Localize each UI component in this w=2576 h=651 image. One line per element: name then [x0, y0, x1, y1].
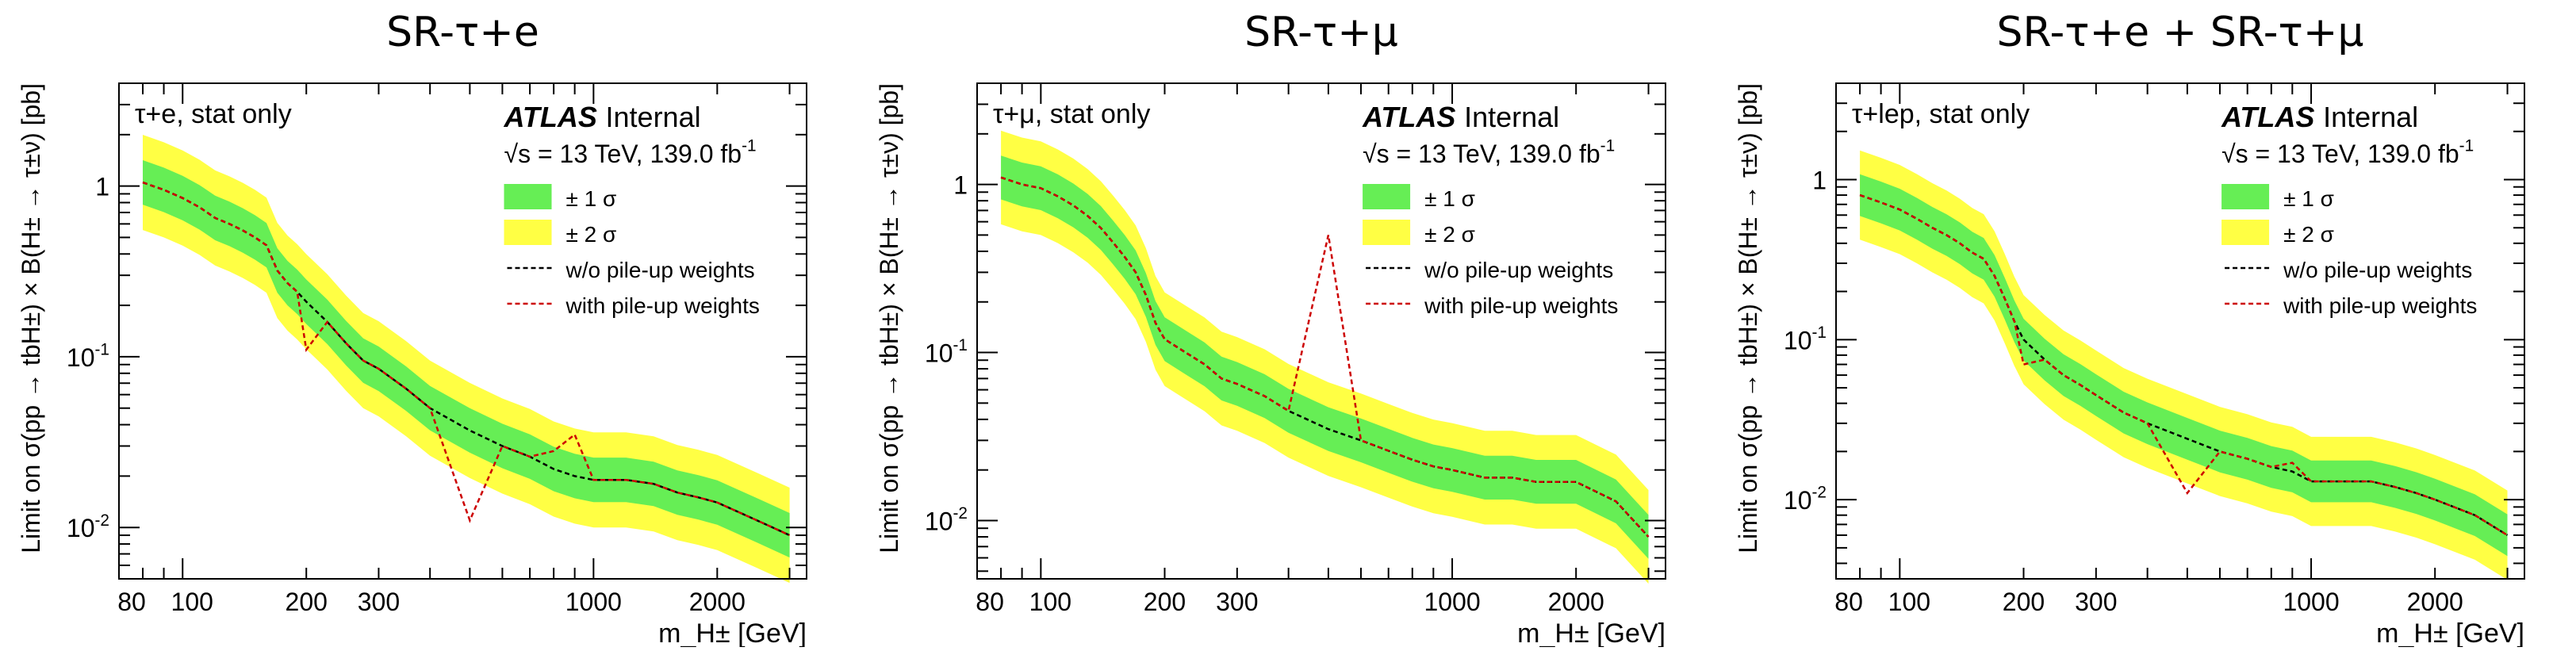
plot-frame: [1835, 82, 2525, 580]
band-2sigma: [1860, 150, 2508, 580]
legend-label: with pile-up weights: [565, 293, 760, 318]
legend-swatch-1sigma: [2221, 184, 2270, 209]
band-1sigma: [1860, 174, 2508, 557]
plot-frame: [118, 82, 807, 580]
legend-label: ± 2 σ: [566, 222, 617, 247]
x-tick-label: 200: [2003, 588, 2045, 616]
x-tick-label: 100: [1888, 588, 1930, 616]
energy-lumi-label: √s = 13 TeV, 139.0 fb-1: [504, 137, 757, 168]
x-tick-label: 2000: [1548, 588, 1604, 616]
y-tick-label: 1: [953, 171, 968, 200]
band-2sigma: [1001, 130, 1649, 584]
y-tick-label: 10-2: [1784, 484, 1827, 515]
legend-swatch-1sigma: [504, 184, 552, 209]
atlas-label: ATLAS: [2221, 101, 2314, 133]
legend-label: ± 2 σ: [1424, 222, 1475, 247]
atlas-label: ATLAS: [1362, 101, 1455, 133]
x-tick-label: 300: [358, 588, 400, 616]
legend-swatch-2sigma: [1363, 220, 1411, 245]
x-tick-label: 1000: [2283, 588, 2339, 616]
chart-svg-2: SR-τ+μ 80 100 200 300 1000 2000 10-2 10-1 1 m_H± […: [875, 9, 1666, 649]
energy-lumi-label: √s = 13 TeV, 139.0 fb-1: [1363, 137, 1615, 168]
x-axis-label: m_H± [GeV]: [2376, 618, 2524, 647]
band-1sigma: [143, 160, 790, 558]
chart-title: SR-τ+e: [386, 9, 539, 56]
x-tick-label: 300: [2075, 588, 2117, 616]
y-tick-label: 10-1: [1784, 324, 1827, 354]
y-axis-label: Limit on σ(pp → tbH±) × B(H± → τ±ν) [pb]: [1734, 83, 1762, 553]
legend-label: with pile-up weights: [2283, 293, 2477, 318]
y-axis-label: Limit on σ(pp → tbH±) × B(H± → τ±ν) [pb]: [17, 83, 45, 553]
atlas-status: Internal: [1464, 101, 1559, 133]
chart-panel-2: SR-τ+μ 80 100 200 300 1000 2000 10-2 10-1 1 m_H± […: [858, 0, 1717, 649]
chart-title: SR-τ+μ: [1244, 9, 1398, 56]
y-tick-label: 10-1: [67, 341, 109, 372]
plot-frame: [976, 82, 1666, 580]
x-tick-label: 100: [1029, 588, 1071, 616]
region-label: τ+lep, stat only: [1852, 99, 2030, 129]
chart-svg-1: SR-τ+e 80 100 200 300 1000 2000 10-2 10-1 1 m_H± […: [17, 9, 807, 649]
region-label: τ+μ, stat only: [993, 99, 1150, 129]
legend-swatch-2sigma: [504, 220, 552, 245]
y-tick-label: 10-1: [925, 336, 968, 367]
atlas-label: ATLAS: [504, 101, 597, 133]
x-tick-label: 1000: [565, 588, 622, 616]
legend-label: w/o pile-up weights: [2283, 258, 2472, 282]
y-tick-label: 1: [1812, 167, 1827, 195]
legend-label: ± 1 σ: [1424, 186, 1475, 211]
chart-panel-1: SR-τ+e 80 100 200 300 1000 2000 10-2 10-1 1 m_H± […: [0, 0, 858, 649]
legend-label: w/o pile-up weights: [1424, 258, 1613, 282]
y-tick-label: 1: [95, 173, 109, 201]
legend-label: w/o pile-up weights: [565, 258, 755, 282]
atlas-status: Internal: [2323, 101, 2418, 133]
chart-title: SR-τ+e + SR-τ+μ: [1996, 9, 2363, 56]
x-axis-label: m_H± [GeV]: [1517, 618, 1666, 647]
energy-lumi-label: √s = 13 TeV, 139.0 fb-1: [2221, 137, 2474, 168]
legend-label: ± 1 σ: [566, 186, 617, 211]
legend-swatch-1sigma: [1363, 184, 1411, 209]
x-tick-label: 300: [1216, 588, 1258, 616]
x-axis-label: m_H± [GeV]: [658, 618, 807, 647]
legend-label: ± 1 σ: [2283, 186, 2334, 211]
x-tick-label: 2000: [689, 588, 746, 616]
series-line-pileup: [1859, 193, 2509, 536]
x-tick-label: 1000: [1424, 588, 1480, 616]
chart-svg-3: SR-τ+e + SR-τ+μ 80 100 200 300 1000 2000 10-2 10…: [1734, 9, 2525, 649]
region-label: τ+e, stat only: [135, 99, 292, 129]
x-tick-label: 2000: [2407, 588, 2463, 616]
series-line-pileup: [142, 181, 791, 537]
x-tick-label: 80: [1834, 588, 1863, 616]
series-line-pileup: [1000, 176, 1650, 538]
chart-panel-3: SR-τ+e + SR-τ+μ 80 100 200 300 1000 2000 10-2 10…: [1717, 0, 2576, 649]
atlas-status: Internal: [606, 101, 701, 133]
x-tick-label: 80: [976, 588, 1004, 616]
x-tick-label: 200: [1144, 588, 1186, 616]
x-tick-label: 100: [171, 588, 213, 616]
x-tick-label: 200: [286, 588, 328, 616]
legend-label: with pile-up weights: [1424, 293, 1618, 318]
legend-swatch-2sigma: [2221, 220, 2270, 245]
y-axis-label: Limit on σ(pp → tbH±) × B(H± → τ±ν) [pb]: [875, 83, 903, 553]
x-tick-label: 80: [117, 588, 146, 616]
band-1sigma: [1001, 155, 1649, 559]
y-tick-label: 10-2: [67, 511, 109, 542]
y-tick-label: 10-2: [925, 504, 968, 535]
legend-label: ± 2 σ: [2283, 222, 2334, 247]
